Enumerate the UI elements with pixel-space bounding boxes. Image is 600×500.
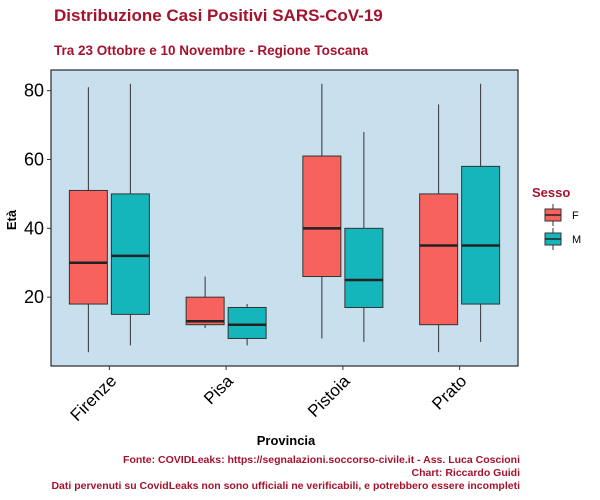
- box-pistoia-m: [344, 131, 384, 342]
- y-tick-label: 40: [24, 218, 44, 238]
- box-pisa-f: [185, 276, 225, 329]
- x-axis-label: Provincia: [257, 433, 316, 448]
- y-tick-label: 80: [24, 81, 44, 101]
- x-tick-label: Pistoia: [304, 371, 354, 421]
- box-pistoia-f: [302, 83, 342, 339]
- legend-item-m: M: [544, 228, 581, 250]
- legend-label: M: [572, 234, 581, 246]
- caption-disclaimer: Dati pervenuti su CovidLeaks non sono uf…: [51, 480, 520, 492]
- box-firenze-m: [110, 83, 150, 346]
- box-prato-f: [419, 104, 459, 353]
- box-iqr: [461, 165, 501, 305]
- caption-author: Chart: Riccardo Guidi: [411, 467, 520, 479]
- x-tick-label: Prato: [428, 371, 470, 413]
- legend-title: Sesso: [532, 185, 570, 200]
- y-tick-label: 60: [24, 149, 44, 169]
- box-iqr: [302, 155, 342, 278]
- caption-source: Fonte: COVIDLeaks: https://segnalazioni.…: [123, 454, 520, 466]
- chart-subtitle: Tra 23 Ottobre e 10 Novembre - Regione T…: [54, 43, 369, 58]
- box-iqr: [110, 193, 150, 315]
- y-tick-label: 20: [24, 287, 44, 307]
- box-iqr: [344, 227, 384, 308]
- box-iqr: [419, 193, 459, 326]
- box-series: [68, 83, 501, 353]
- y-axis-label: Età: [4, 209, 19, 230]
- legend-item-f: F: [544, 204, 579, 226]
- box-prato-m: [461, 83, 501, 342]
- x-tick-label: Pisa: [200, 371, 237, 408]
- x-tick-label: Firenze: [67, 371, 121, 425]
- chart-title: Distribuzione Casi Positivi SARS-CoV-19: [54, 6, 383, 25]
- box-pisa-m: [227, 304, 267, 346]
- x-axis-ticks: Firenze Pisa Pistoia Prato: [67, 366, 470, 425]
- y-axis-ticks: 20 40 60 80: [24, 81, 51, 307]
- box-firenze-f: [68, 87, 108, 353]
- box-iqr: [227, 306, 267, 339]
- legend-label: F: [572, 210, 579, 222]
- legend: Sesso FM: [532, 185, 581, 250]
- box-iqr: [68, 189, 108, 305]
